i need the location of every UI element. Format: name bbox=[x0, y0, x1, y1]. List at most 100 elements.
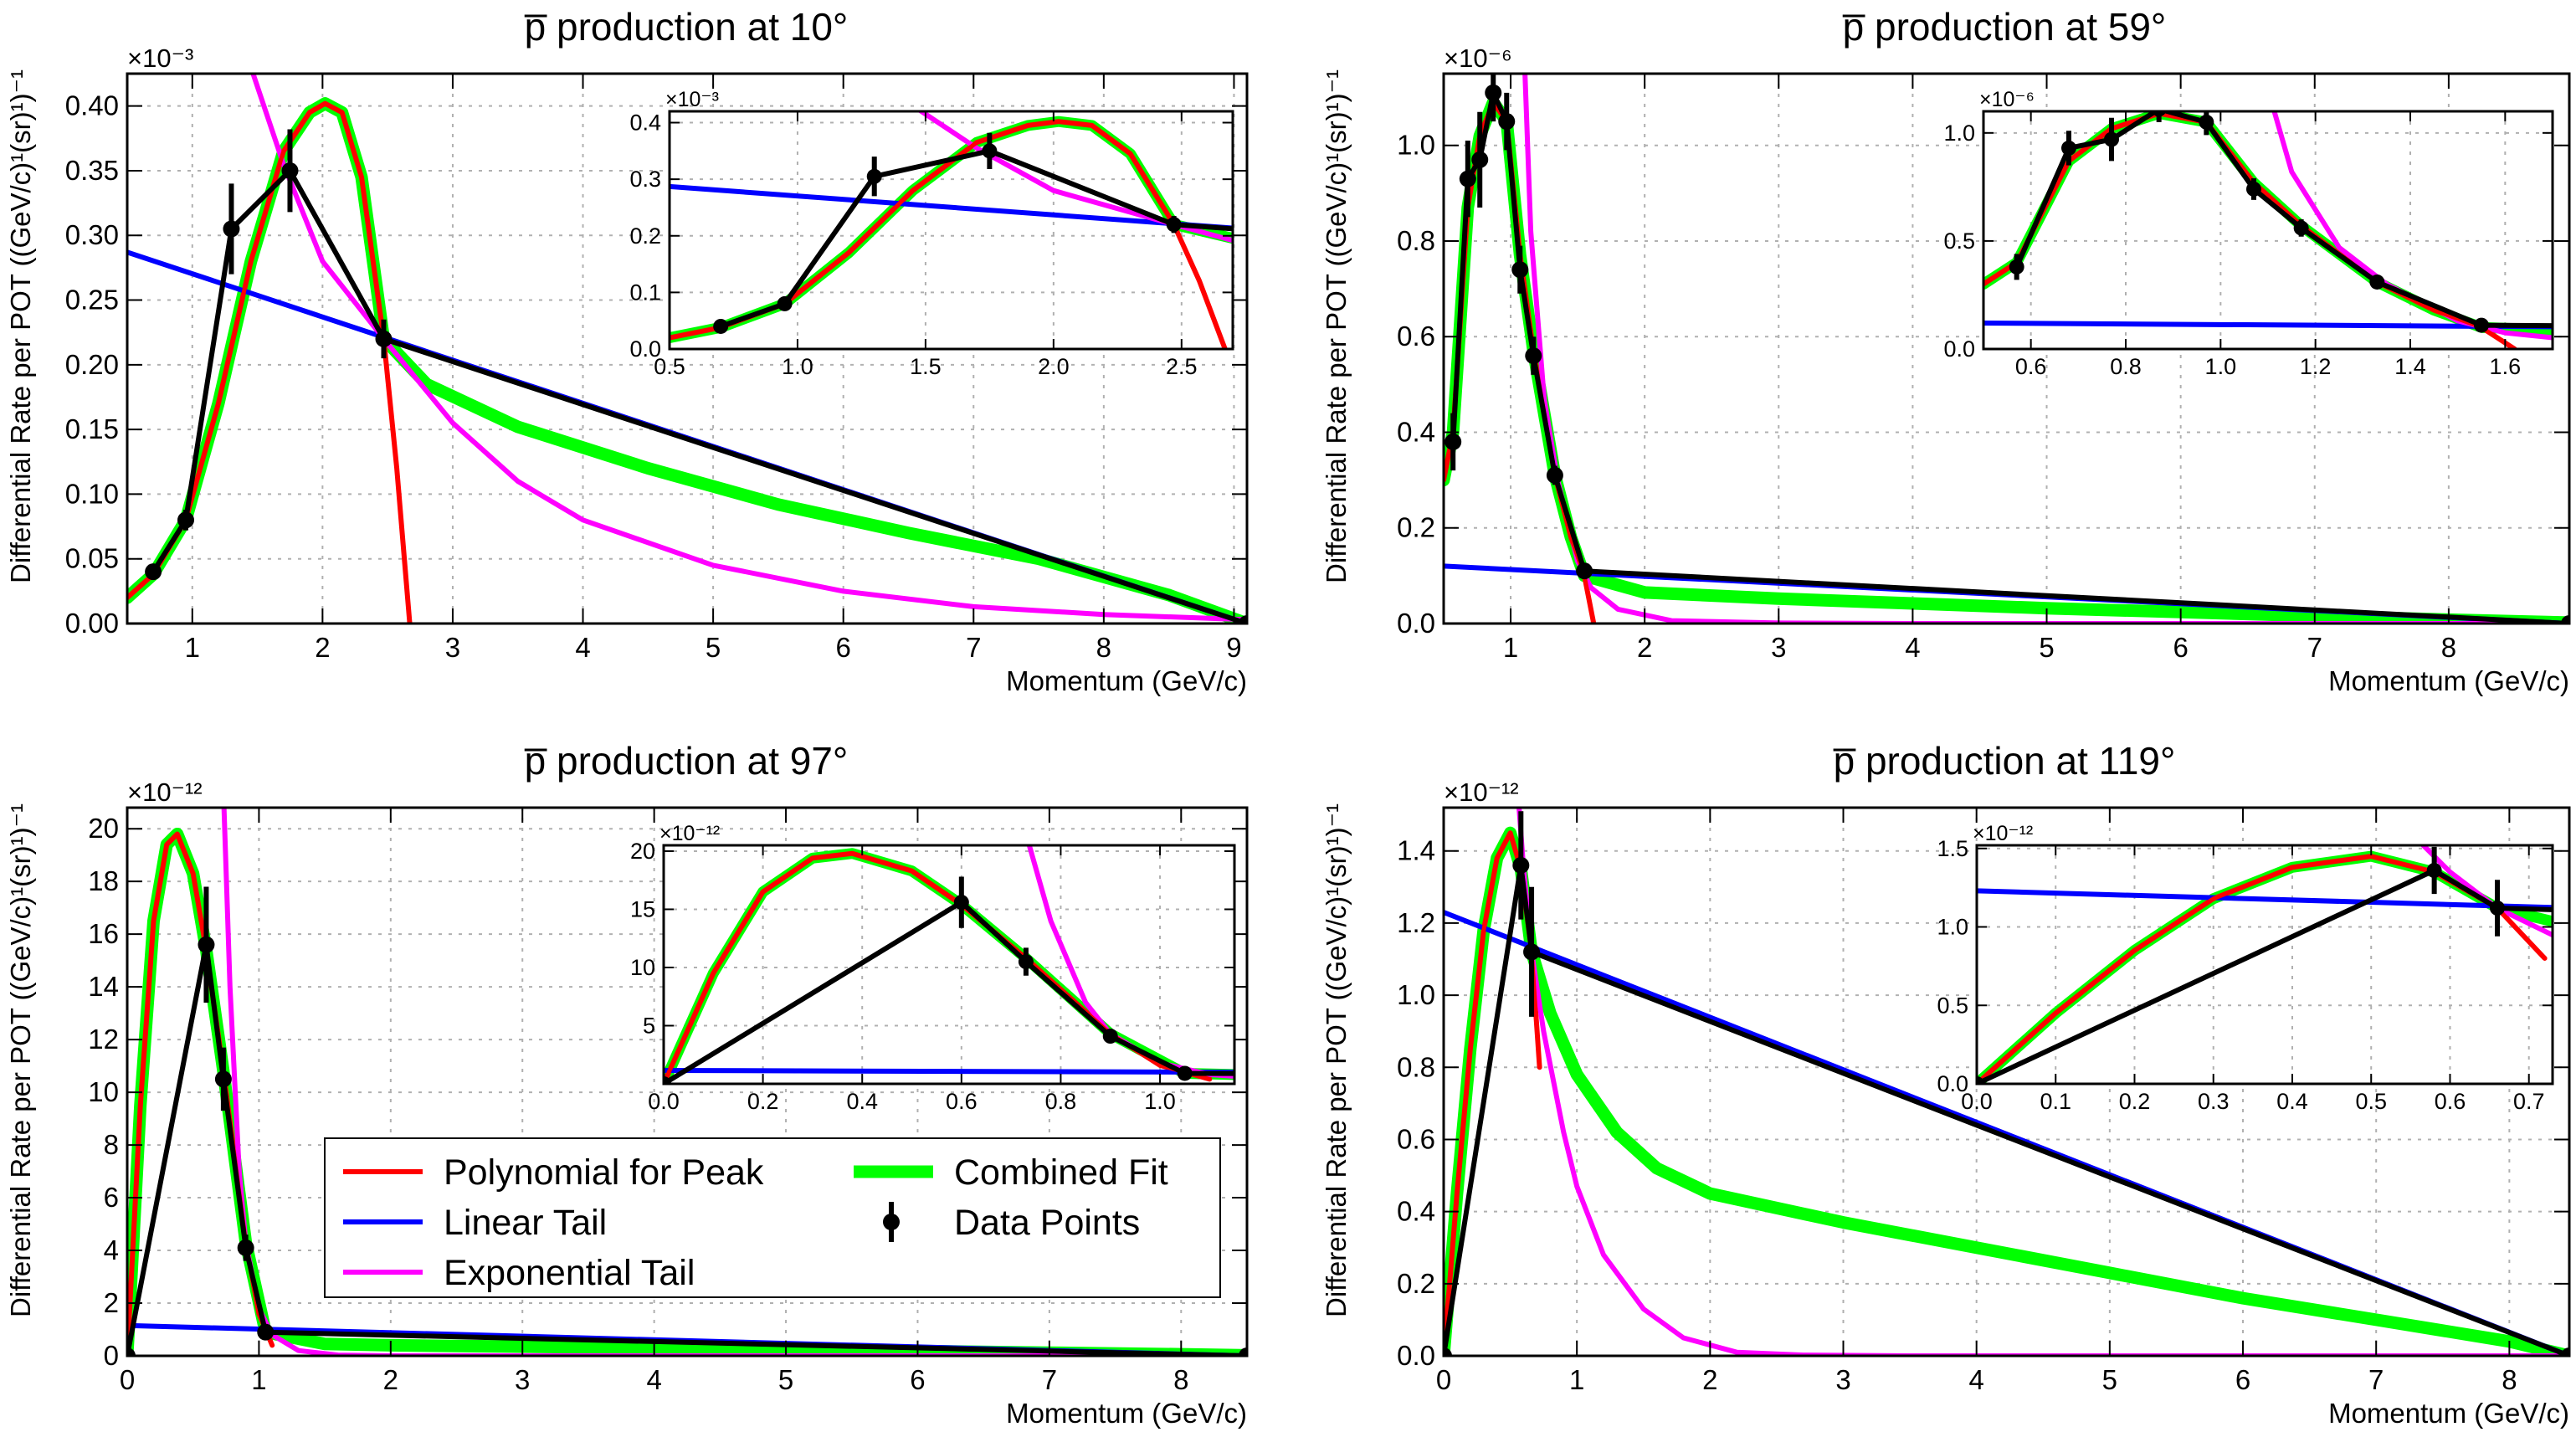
data-point-marker bbox=[145, 563, 162, 581]
data-point-marker bbox=[1166, 217, 1182, 233]
x-tick-label: 3 bbox=[515, 1364, 530, 1395]
data-point-marker bbox=[198, 936, 215, 953]
plot-frame bbox=[126, 806, 1249, 1358]
x-tick-label: 4 bbox=[575, 632, 590, 663]
y-tick-label: 0.3 bbox=[629, 167, 661, 192]
y-axis-label: Differential Rate per POT ((GeV/c)¹(sr)¹… bbox=[1321, 69, 1352, 583]
y-exponent-label: ×10⁻¹² bbox=[127, 778, 203, 807]
data-point-marker bbox=[1445, 433, 1462, 450]
data-point-marker bbox=[1977, 1076, 1984, 1084]
x-tick-label: 1.6 bbox=[2490, 354, 2522, 379]
x-tick-label: 0.5 bbox=[2355, 1089, 2387, 1114]
data-point-marker bbox=[866, 168, 882, 184]
x-tick-label: 0 bbox=[1436, 1364, 1451, 1395]
data-point-marker bbox=[1546, 466, 1563, 484]
y-tick-label: 0.4 bbox=[629, 110, 661, 136]
y-tick-label: 0.40 bbox=[65, 90, 119, 121]
x-tick-label: 1.0 bbox=[782, 354, 813, 379]
y-exponent-label: ×10⁻¹² bbox=[1973, 822, 2033, 845]
x-tick-label: 8 bbox=[2502, 1364, 2517, 1395]
y-tick-label: 0.2 bbox=[629, 223, 661, 249]
curves bbox=[127, 74, 1247, 624]
y-tick-label: 20 bbox=[88, 813, 119, 844]
x-tick-label: 0.0 bbox=[1961, 1089, 1993, 1114]
x-axis-label: Momentum (GeV/c) bbox=[2328, 1398, 2569, 1429]
plot-frame bbox=[1975, 844, 2554, 1086]
x-tick-label: 3 bbox=[445, 632, 460, 663]
x-tick-label: 0.3 bbox=[2198, 1089, 2230, 1114]
x-tick-label: 3 bbox=[1835, 1364, 1850, 1395]
data-point-marker bbox=[1523, 943, 1541, 961]
y-tick-label: 1.0 bbox=[1943, 121, 1975, 146]
y-tick-label: 12 bbox=[88, 1024, 119, 1055]
x-tick-label: 7 bbox=[1042, 1364, 1057, 1395]
data-point-marker bbox=[2104, 131, 2119, 147]
curves bbox=[1444, 808, 2569, 1356]
data-point-marker bbox=[2474, 317, 2489, 333]
data-point-marker bbox=[664, 1076, 671, 1084]
series-exp-line bbox=[916, 111, 1233, 244]
x-tick-label: 8 bbox=[2441, 632, 2456, 663]
legend-entry-label: Linear Tail bbox=[444, 1203, 607, 1243]
x-tick-label: 8 bbox=[1173, 1364, 1188, 1395]
data-point-marker bbox=[2561, 1347, 2569, 1356]
y-tick-label: 6 bbox=[104, 1182, 119, 1213]
x-tick-label: 0.4 bbox=[846, 1089, 878, 1114]
y-tick-label: 0.35 bbox=[65, 155, 119, 186]
data-points-connector bbox=[2014, 111, 2553, 329]
x-tick-label: 2.5 bbox=[1166, 354, 1198, 379]
data-point-marker bbox=[257, 1323, 275, 1341]
x-tick-label: 5 bbox=[706, 632, 721, 663]
data-point-marker bbox=[1459, 170, 1476, 187]
data-points-connector bbox=[1444, 862, 2569, 1356]
data-points-connector bbox=[151, 167, 1247, 624]
x-tick-label: 0.8 bbox=[2110, 354, 2142, 379]
x-tick-label: 2 bbox=[315, 632, 330, 663]
data-point-marker bbox=[953, 895, 969, 911]
data-point-marker bbox=[1498, 113, 1516, 131]
x-tick-label: 0 bbox=[120, 1364, 135, 1395]
y-tick-label: 0.6 bbox=[1397, 1123, 1435, 1154]
data-point-marker bbox=[375, 330, 393, 347]
y-tick-label: 0 bbox=[104, 1340, 119, 1371]
curves bbox=[670, 111, 1233, 349]
data-point-marker bbox=[2490, 901, 2506, 916]
y-tick-label: 0.0 bbox=[1943, 336, 1975, 362]
y-exponent-label: ×10⁻¹² bbox=[659, 822, 720, 845]
curves bbox=[1977, 845, 2553, 1084]
y-tick-label: 1.0 bbox=[1397, 130, 1435, 161]
x-tick-label: 0.6 bbox=[2435, 1089, 2466, 1114]
x-tick-label: 9 bbox=[1226, 632, 1241, 663]
y-axis-label: Differential Rate per POT ((GeV/c)¹(sr)¹… bbox=[1321, 803, 1352, 1317]
plot-frame bbox=[1982, 110, 2554, 351]
y-tick-label: 0.05 bbox=[65, 543, 119, 574]
data-point-marker bbox=[2561, 615, 2569, 624]
x-tick-label: 2 bbox=[383, 1364, 398, 1395]
series-exp-line bbox=[250, 74, 1247, 623]
panel-title: p̅ production at 97° bbox=[524, 739, 848, 783]
data-point-marker bbox=[214, 1070, 232, 1088]
y-axis-label: Differential Rate per POT ((GeV/c)¹(sr)¹… bbox=[5, 803, 36, 1317]
data-point-marker bbox=[1444, 1347, 1452, 1356]
y-tick-label: 0.0 bbox=[1397, 608, 1435, 639]
data-points-connector bbox=[664, 900, 1234, 1084]
y-tick-label: 10 bbox=[88, 1076, 119, 1107]
inset-1: 0.6 0.8 1.0 1.2 1.4 1.60.00.51.0×10⁻⁶ bbox=[1943, 88, 2554, 379]
y-tick-label: 1.0 bbox=[1397, 979, 1435, 1010]
data-point-marker bbox=[1576, 562, 1593, 580]
x-axis-label: Momentum (GeV/c) bbox=[2328, 665, 2569, 696]
x-tick-label: 0.0 bbox=[648, 1089, 680, 1114]
x-tick-label: 1 bbox=[1503, 632, 1518, 663]
x-tick-label: 4 bbox=[1969, 1364, 1984, 1395]
data-point-marker bbox=[281, 162, 299, 179]
x-tick-label: 7 bbox=[2368, 1364, 2384, 1395]
x-tick-label: 1 bbox=[185, 632, 200, 663]
plot-frame bbox=[668, 110, 1234, 351]
data-point-marker bbox=[1511, 261, 1529, 279]
y-tick-label: 0.2 bbox=[1397, 512, 1435, 543]
y-tick-label: 18 bbox=[88, 865, 119, 896]
y-tick-label: 0.0 bbox=[629, 336, 661, 362]
plot-frame bbox=[1442, 72, 2571, 625]
y-tick-label: 0.20 bbox=[65, 349, 119, 380]
y-tick-label: 0.1 bbox=[629, 280, 661, 305]
